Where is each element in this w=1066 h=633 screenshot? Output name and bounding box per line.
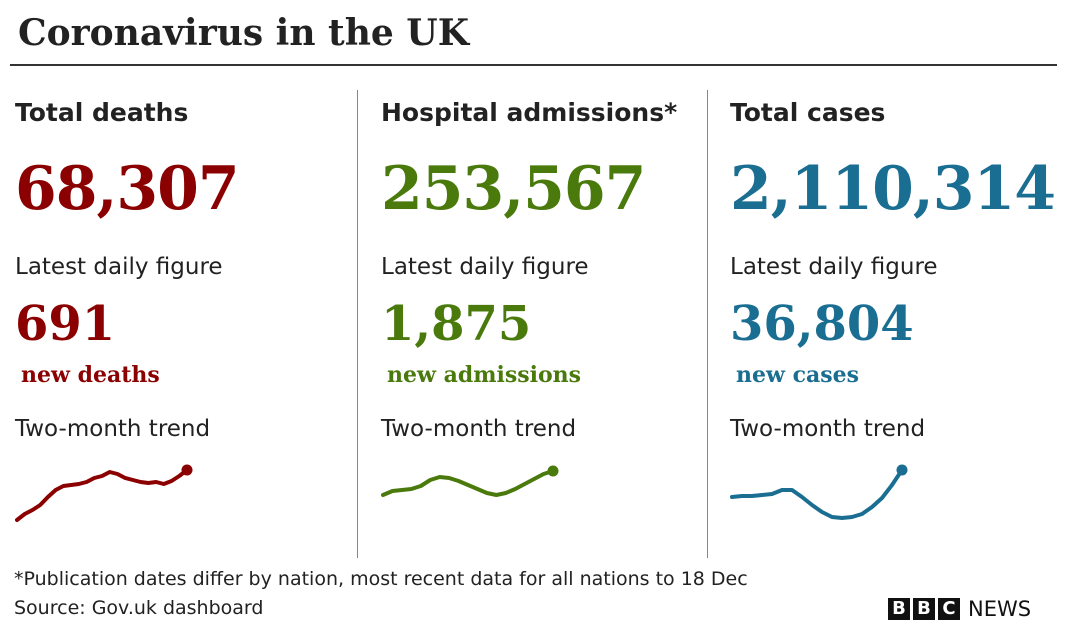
column-divider <box>357 90 358 558</box>
trend-label: Two-month trend <box>730 416 926 442</box>
trend-endpoint <box>547 465 559 477</box>
trend-label: Two-month trend <box>15 416 211 442</box>
logo-text: NEWS <box>968 597 1032 621</box>
source: Source: Gov.uk dashboard <box>14 597 264 619</box>
panel-heading: Hospital admissions* <box>381 98 678 127</box>
bbc-news-logo: B B C NEWS <box>888 597 1031 621</box>
panel-heading: Total deaths <box>15 98 189 127</box>
total-value: 2,110,314 <box>730 154 1056 224</box>
trend-line <box>730 468 904 520</box>
page-title: Coronavirus in the UK <box>18 12 469 54</box>
daily-value: 691 <box>15 296 116 352</box>
trend-line <box>15 468 189 522</box>
daily-unit: new admissions <box>387 362 582 388</box>
panel-admissions: Hospital admissions* 253,567 Latest dail… <box>381 90 721 560</box>
footnote: *Publication dates differ by nation, mos… <box>14 568 748 590</box>
trend-endpoint <box>181 464 193 476</box>
total-value: 253,567 <box>381 154 646 224</box>
trend-line <box>381 469 555 497</box>
sparkline-deaths <box>15 464 193 522</box>
title-divider <box>10 64 1057 66</box>
sparkline-admissions <box>381 465 559 497</box>
panel-heading: Total cases <box>730 98 886 127</box>
total-value: 68,307 <box>15 154 240 224</box>
logo-letter: B <box>913 598 935 620</box>
panel-cases: Total cases 2,110,314 Latest daily figur… <box>730 90 1066 560</box>
daily-label: Latest daily figure <box>15 254 223 280</box>
daily-unit: new deaths <box>21 362 160 388</box>
panel-deaths: Total deaths 68,307 Latest daily figure … <box>15 90 355 560</box>
daily-label: Latest daily figure <box>381 254 589 280</box>
trend-endpoint <box>896 464 908 476</box>
daily-label: Latest daily figure <box>730 254 938 280</box>
trend-label: Two-month trend <box>381 416 577 442</box>
daily-value: 36,804 <box>730 296 914 352</box>
daily-unit: new cases <box>736 362 860 388</box>
logo-letter: B <box>888 598 910 620</box>
column-divider <box>707 90 708 558</box>
sparkline-cases <box>730 464 908 520</box>
daily-value: 1,875 <box>381 296 532 352</box>
logo-letter: C <box>938 598 960 620</box>
